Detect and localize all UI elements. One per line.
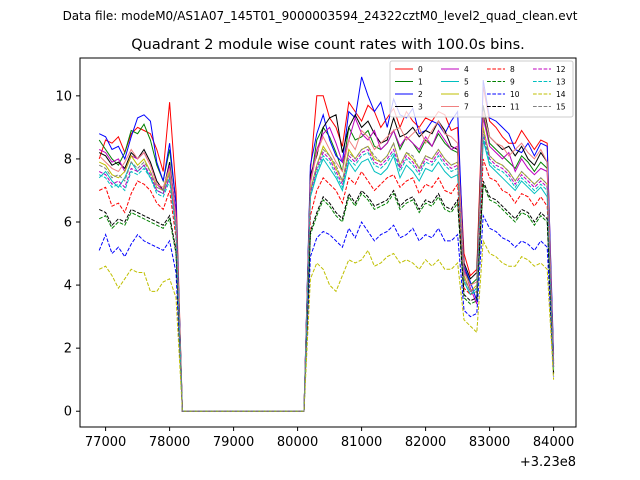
- legend-label-9: 9: [510, 78, 515, 87]
- x-tick-label: 82000: [405, 435, 446, 450]
- legend-label-4: 4: [464, 65, 469, 74]
- x-tick-label: 81000: [341, 435, 382, 450]
- plot-frame: [79, 57, 577, 428]
- y-tick-label: 4: [64, 279, 72, 294]
- y-tick-label: 0: [64, 405, 72, 420]
- y-tick-label: 10: [55, 89, 72, 104]
- legend-label-3: 3: [418, 103, 423, 112]
- y-tick-label: 6: [64, 216, 72, 231]
- legend-label-5: 5: [464, 78, 469, 87]
- chart-title: Quadrant 2 module wise count rates with …: [131, 37, 525, 53]
- y-tick-label: 2: [64, 342, 72, 357]
- series-line-8: [98, 158, 555, 412]
- plot-area: [98, 76, 555, 412]
- legend-label-14: 14: [556, 90, 566, 99]
- series-line-10: [98, 213, 555, 412]
- legend-box: [389, 60, 574, 118]
- legend-label-13: 13: [556, 78, 566, 87]
- x-offset-label: +3.23e8: [520, 455, 576, 470]
- x-tick-label: 83000: [469, 435, 510, 450]
- legend-label-15: 15: [556, 103, 566, 112]
- chart-suptitle: Data file: modeM0/AS1A07_145T01_90000035…: [63, 9, 578, 23]
- x-tick-label: 78000: [149, 435, 190, 450]
- x-tick-label: 77000: [85, 435, 126, 450]
- x-tick-label: 80000: [277, 435, 318, 450]
- legend-label-2: 2: [418, 90, 423, 99]
- legend-label-6: 6: [464, 90, 469, 99]
- series-line-11: [98, 180, 555, 412]
- x-tick-label: 84000: [533, 435, 574, 450]
- legend-label-12: 12: [556, 65, 566, 74]
- legend-label-10: 10: [510, 90, 520, 99]
- y-tick-label: 8: [64, 152, 72, 167]
- legend-label-11: 11: [510, 103, 520, 112]
- legend-label-8: 8: [510, 65, 515, 74]
- legend-label-0: 0: [418, 65, 423, 74]
- series-line-14: [98, 239, 555, 412]
- legend-label-7: 7: [464, 103, 469, 112]
- series-line-15: [98, 130, 555, 412]
- axes: 77000 78000 79000 80000 81000 82000 83000 84000…: [55, 89, 574, 450]
- series-line-7: [98, 111, 555, 412]
- legend-label-1: 1: [418, 78, 423, 87]
- x-tick-label: 79000: [213, 435, 254, 450]
- series-line-13: [98, 136, 555, 412]
